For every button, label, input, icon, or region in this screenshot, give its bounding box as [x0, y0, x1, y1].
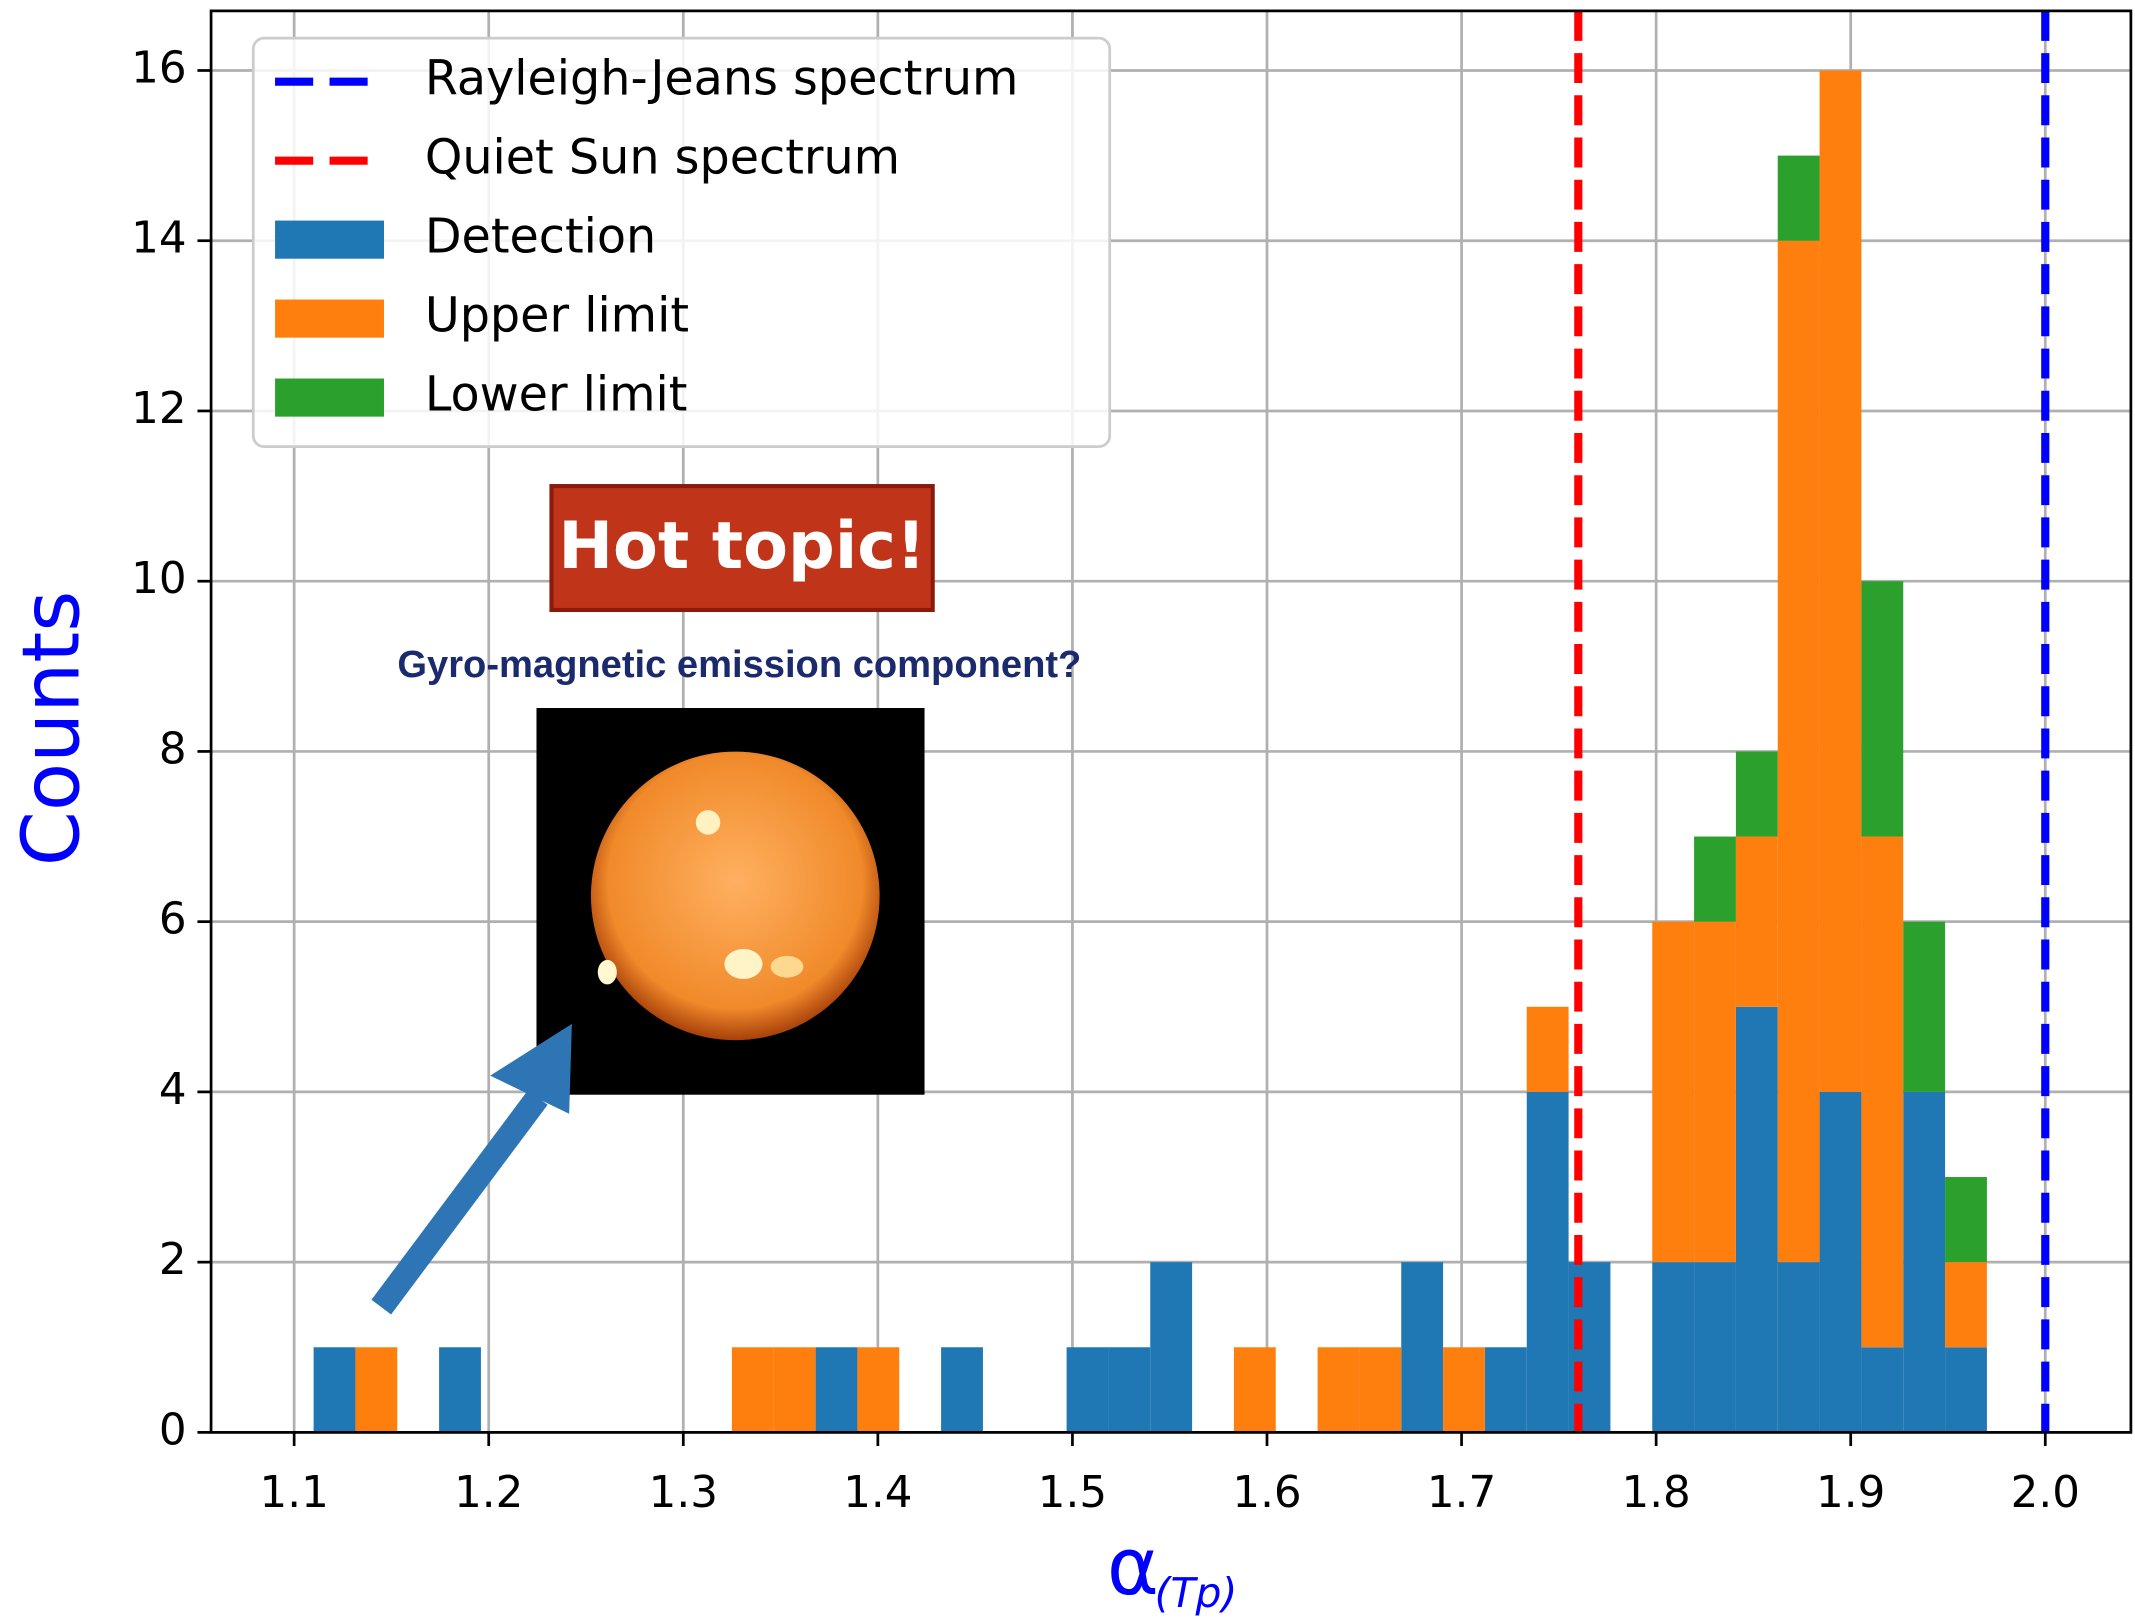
bar [816, 1347, 858, 1432]
bar [1736, 751, 1778, 836]
legend-swatch [275, 221, 384, 259]
caption: Gyro-magnetic emission component? [397, 643, 1081, 686]
bar [857, 1347, 899, 1432]
sun-image [536, 708, 924, 1095]
bar [1861, 581, 1903, 836]
y-tick-label: 8 [159, 724, 187, 774]
x-tick-label: 1.5 [1038, 1468, 1107, 1518]
x-tick-label: 1.9 [1816, 1468, 1885, 1518]
legend-label: Upper limit [425, 289, 689, 344]
bar [1401, 1262, 1443, 1432]
bar [732, 1347, 774, 1432]
legend-label: Rayleigh-Jeans spectrum [425, 52, 1019, 107]
bar [439, 1347, 481, 1432]
bar [1318, 1347, 1360, 1432]
x-tick-label: 1.2 [454, 1468, 523, 1518]
y-tick-label: 4 [159, 1065, 187, 1115]
bar [1736, 837, 1778, 1007]
bar [1778, 156, 1820, 241]
y-tick-label: 14 [131, 214, 186, 264]
bar [1778, 241, 1820, 1262]
legend-label: Detection [425, 210, 656, 265]
bar [1861, 837, 1903, 1348]
bar [1485, 1347, 1527, 1432]
bar [1694, 922, 1736, 1262]
bar [1359, 1347, 1401, 1432]
bar [1945, 1177, 1987, 1262]
x-tick-label: 1.7 [1427, 1468, 1496, 1518]
x-tick-label: 1.4 [843, 1468, 912, 1518]
bar [1903, 922, 1945, 1092]
x-tick-label: 2.0 [2011, 1468, 2080, 1518]
x-axis-label: α [1107, 1521, 1159, 1613]
bar [1945, 1347, 1987, 1432]
y-tick-label: 10 [131, 554, 186, 604]
bar [941, 1347, 983, 1432]
x-axis-label-sub: (Tp) [1155, 1569, 1238, 1617]
bar [1652, 1262, 1694, 1432]
chart: 0 2 4 6 8 10 12 14 16 1.1 1.2 1.3 1.4 1.5 1.6 1.7 1.8 1.9… [0, 0, 2135, 1623]
bar [314, 1347, 356, 1432]
bar [1736, 1007, 1778, 1433]
bar [1067, 1347, 1109, 1432]
legend-swatch [275, 379, 384, 417]
bar [1108, 1347, 1150, 1432]
legend-label: Quiet Sun spectrum [425, 131, 900, 186]
bar [1820, 1092, 1862, 1432]
x-tick-label: 1.3 [649, 1468, 718, 1518]
bar [1861, 1347, 1903, 1432]
y-tick-label: 16 [131, 43, 186, 93]
bar [355, 1347, 397, 1432]
y-tick-label: 0 [159, 1405, 187, 1455]
y-tick-label: 6 [159, 895, 187, 945]
x-tick-label: 1.8 [1622, 1468, 1691, 1518]
x-tick-label: 1.6 [1232, 1468, 1301, 1518]
legend-swatch [275, 300, 384, 338]
x-tick-label: 1.1 [260, 1468, 329, 1518]
bar [1820, 70, 1862, 1091]
bar [1527, 1092, 1569, 1432]
legend-label: Lower limit [425, 368, 688, 423]
arrow [381, 1024, 572, 1307]
bar [1443, 1347, 1485, 1432]
bar [1694, 1262, 1736, 1432]
y-axis-label: Counts [6, 591, 98, 867]
y-tick-label: 12 [131, 384, 186, 434]
bar [1527, 1007, 1569, 1092]
bar [774, 1347, 816, 1432]
bar [1652, 922, 1694, 1262]
bar [1945, 1262, 1987, 1347]
bar [1150, 1262, 1192, 1432]
bar [1903, 1092, 1945, 1432]
bar [1234, 1347, 1276, 1432]
bar [1694, 837, 1736, 922]
badge: Hot topic! [558, 508, 925, 584]
bar [1778, 1262, 1820, 1432]
y-tick-label: 2 [159, 1235, 187, 1285]
